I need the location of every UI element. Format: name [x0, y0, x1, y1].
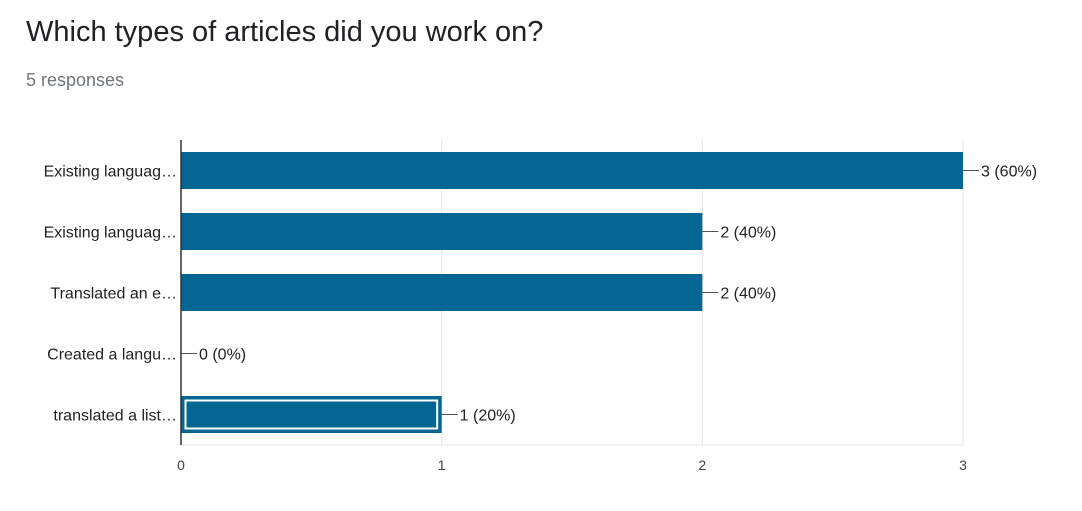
x-tick-label: 3	[959, 457, 967, 473]
bar[interactable]	[181, 274, 703, 311]
bar[interactable]	[181, 213, 703, 250]
bar[interactable]	[181, 152, 963, 189]
value-label: 1 (20%)	[460, 408, 516, 425]
category-label: translated a list…	[53, 408, 177, 425]
chart-title: Which types of articles did you work on?	[26, 16, 544, 48]
x-tick-label: 2	[698, 457, 706, 473]
value-label: 3 (60%)	[981, 164, 1037, 181]
bars	[181, 152, 963, 433]
value-label: 0 (0%)	[199, 347, 246, 364]
bar[interactable]	[181, 396, 442, 433]
category-label: Translated an e…	[50, 286, 177, 303]
x-tick-label: 1	[438, 457, 446, 473]
response-count: 5 responses	[26, 70, 125, 90]
category-label: Existing languag…	[44, 164, 177, 181]
bar-selection-outline	[184, 399, 439, 430]
value-label: 2 (40%)	[720, 286, 776, 303]
x-tick-label: 0	[177, 457, 185, 473]
labels: 0 1 2 3 Existing languag… 3 (60%) Existing lan…	[44, 140, 1037, 473]
category-label: Created a langu…	[47, 347, 177, 364]
value-label: 2 (40%)	[720, 225, 776, 242]
category-label: Existing languag…	[44, 225, 177, 242]
